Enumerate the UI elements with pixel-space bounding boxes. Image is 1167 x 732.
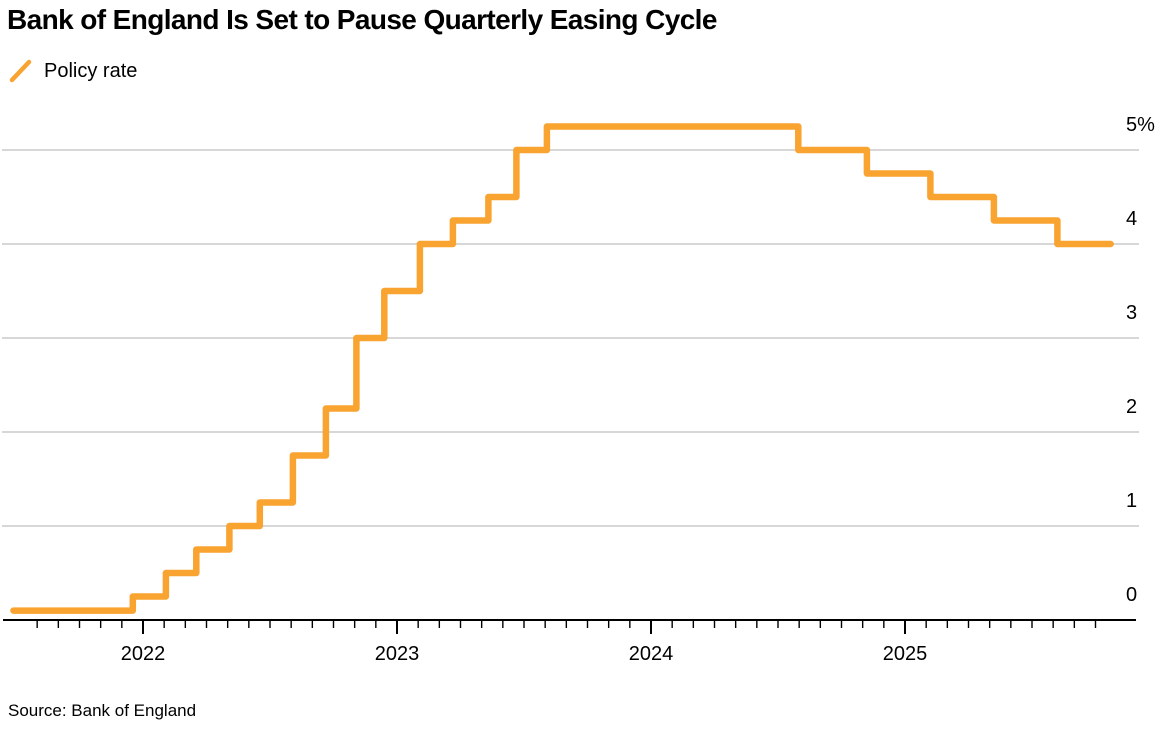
- y-axis-tick-label: 0: [1126, 584, 1137, 606]
- policy-rate-chart: 2022 2023 2024 2025 0 1 2 3 4 5%: [2, 114, 1155, 665]
- legend-line-icon: [9, 59, 32, 83]
- x-axis-year-label: 2025: [883, 643, 928, 665]
- y-axis-tick-label: 3: [1126, 302, 1137, 324]
- y-axis-tick-label: 4: [1126, 208, 1137, 230]
- x-axis-year-label: 2024: [629, 643, 674, 665]
- x-axis-year-label: 2022: [121, 643, 166, 665]
- y-axis-tick-label: 2: [1126, 396, 1137, 418]
- source-note: Source: Bank of England: [8, 701, 197, 720]
- y-axis-tick-label: 5%: [1126, 114, 1155, 136]
- chart-title: Bank of England Is Set to Pause Quarterl…: [7, 4, 717, 35]
- x-axis-year-label: 2023: [375, 643, 420, 665]
- legend-label: Policy rate: [44, 59, 138, 82]
- policy-rate-line: [10, 123, 1114, 614]
- legend: Policy rate: [8, 58, 137, 84]
- y-axis-tick-label: 1: [1126, 490, 1137, 512]
